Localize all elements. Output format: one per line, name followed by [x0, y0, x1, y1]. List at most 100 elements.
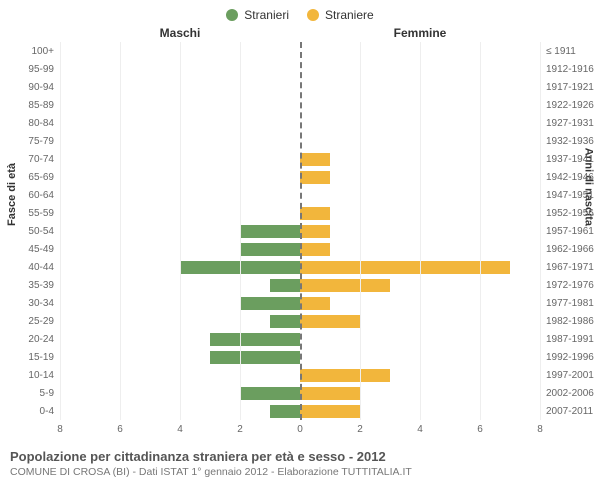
bar-cell-female — [300, 114, 540, 132]
age-label: 20-24 — [0, 334, 60, 345]
age-label: 35-39 — [0, 280, 60, 291]
birth-label: 1957-1961 — [540, 226, 600, 237]
age-label: 80-84 — [0, 118, 60, 129]
bar-cell-female — [300, 60, 540, 78]
bar-male — [240, 297, 300, 310]
bar-cell-male — [60, 42, 300, 60]
birth-label: 1967-1971 — [540, 262, 600, 273]
column-title-male: Maschi — [0, 26, 300, 40]
age-label: 95-99 — [0, 64, 60, 75]
age-label: 70-74 — [0, 154, 60, 165]
bar-cell-male — [60, 366, 300, 384]
bar-female — [300, 315, 360, 328]
bar-cell-male — [60, 348, 300, 366]
bar-cell-female — [300, 96, 540, 114]
bar-cell-male — [60, 312, 300, 330]
birth-label: 1997-2001 — [540, 370, 600, 381]
age-label: 25-29 — [0, 316, 60, 327]
age-label: 50-54 — [0, 226, 60, 237]
column-title-female: Femmine — [300, 26, 600, 40]
age-label: 0-4 — [0, 406, 60, 417]
bar-cell-female — [300, 222, 540, 240]
age-label: 45-49 — [0, 244, 60, 255]
birth-label: 1977-1981 — [540, 298, 600, 309]
bar-female — [300, 225, 330, 238]
age-label: 65-69 — [0, 172, 60, 183]
bar-cell-male — [60, 168, 300, 186]
bar-cell-male — [60, 150, 300, 168]
bar-male — [240, 225, 300, 238]
age-label: 60-64 — [0, 190, 60, 201]
bar-cell-female — [300, 366, 540, 384]
bar-cell-male — [60, 96, 300, 114]
age-label: 5-9 — [0, 388, 60, 399]
bar-cell-female — [300, 132, 540, 150]
bar-cell-female — [300, 78, 540, 96]
chart-title: Popolazione per cittadinanza straniera p… — [10, 449, 600, 464]
bar-male — [270, 279, 300, 292]
bar-cell-male — [60, 294, 300, 312]
birth-label: 1922-1926 — [540, 100, 600, 111]
bar-cell-male — [60, 204, 300, 222]
birth-label: 2007-2011 — [540, 406, 600, 417]
bar-cell-female — [300, 42, 540, 60]
birth-label: 1927-1931 — [540, 118, 600, 129]
bar-male — [270, 315, 300, 328]
birth-label: 1942-1946 — [540, 172, 600, 183]
age-label: 75-79 — [0, 136, 60, 147]
birth-label: 1932-1936 — [540, 136, 600, 147]
bar-cell-male — [60, 186, 300, 204]
legend-item-male: Stranieri — [226, 8, 289, 22]
bar-female — [300, 405, 360, 418]
legend-swatch-female — [307, 9, 319, 21]
age-label: 90-94 — [0, 82, 60, 93]
birth-label: ≤ 1911 — [540, 46, 600, 57]
bar-cell-female — [300, 258, 540, 276]
bar-cell-female — [300, 168, 540, 186]
age-label: 55-59 — [0, 208, 60, 219]
chart-rows: 100+≤ 191195-991912-191690-941917-192185… — [0, 42, 600, 420]
column-titles: Maschi Femmine — [0, 26, 600, 40]
bar-cell-female — [300, 150, 540, 168]
bar-cell-female — [300, 312, 540, 330]
birth-label: 1992-1996 — [540, 352, 600, 363]
age-label: 15-19 — [0, 352, 60, 363]
bar-male — [210, 333, 300, 346]
bar-cell-male — [60, 222, 300, 240]
center-line — [300, 42, 302, 420]
age-label: 85-89 — [0, 100, 60, 111]
bar-female — [300, 279, 390, 292]
bar-female — [300, 153, 330, 166]
birth-label: 1912-1916 — [540, 64, 600, 75]
bar-cell-male — [60, 78, 300, 96]
bar-cell-female — [300, 276, 540, 294]
legend-label-male: Stranieri — [244, 8, 289, 22]
bar-cell-female — [300, 348, 540, 366]
birth-label: 1962-1966 — [540, 244, 600, 255]
bar-female — [300, 387, 360, 400]
bar-male — [180, 261, 300, 274]
legend: Stranieri Straniere — [0, 0, 600, 26]
bar-female — [300, 207, 330, 220]
bar-female — [300, 171, 330, 184]
bar-cell-male — [60, 114, 300, 132]
birth-label: 1952-1956 — [540, 208, 600, 219]
chart: Maschi Femmine Fasce di età Anni di nasc… — [0, 26, 600, 435]
bar-cell-male — [60, 240, 300, 258]
age-label: 10-14 — [0, 370, 60, 381]
bar-cell-female — [300, 384, 540, 402]
birth-label: 1972-1976 — [540, 280, 600, 291]
bar-cell-male — [60, 276, 300, 294]
bar-female — [300, 297, 330, 310]
bar-male — [240, 243, 300, 256]
age-label: 100+ — [0, 46, 60, 57]
bar-female — [300, 243, 330, 256]
bar-cell-female — [300, 402, 540, 420]
bar-cell-male — [60, 132, 300, 150]
bar-cell-male — [60, 384, 300, 402]
bar-male — [210, 351, 300, 364]
birth-label: 1987-1991 — [540, 334, 600, 345]
bar-cell-female — [300, 204, 540, 222]
age-label: 40-44 — [0, 262, 60, 273]
bar-cell-male — [60, 258, 300, 276]
